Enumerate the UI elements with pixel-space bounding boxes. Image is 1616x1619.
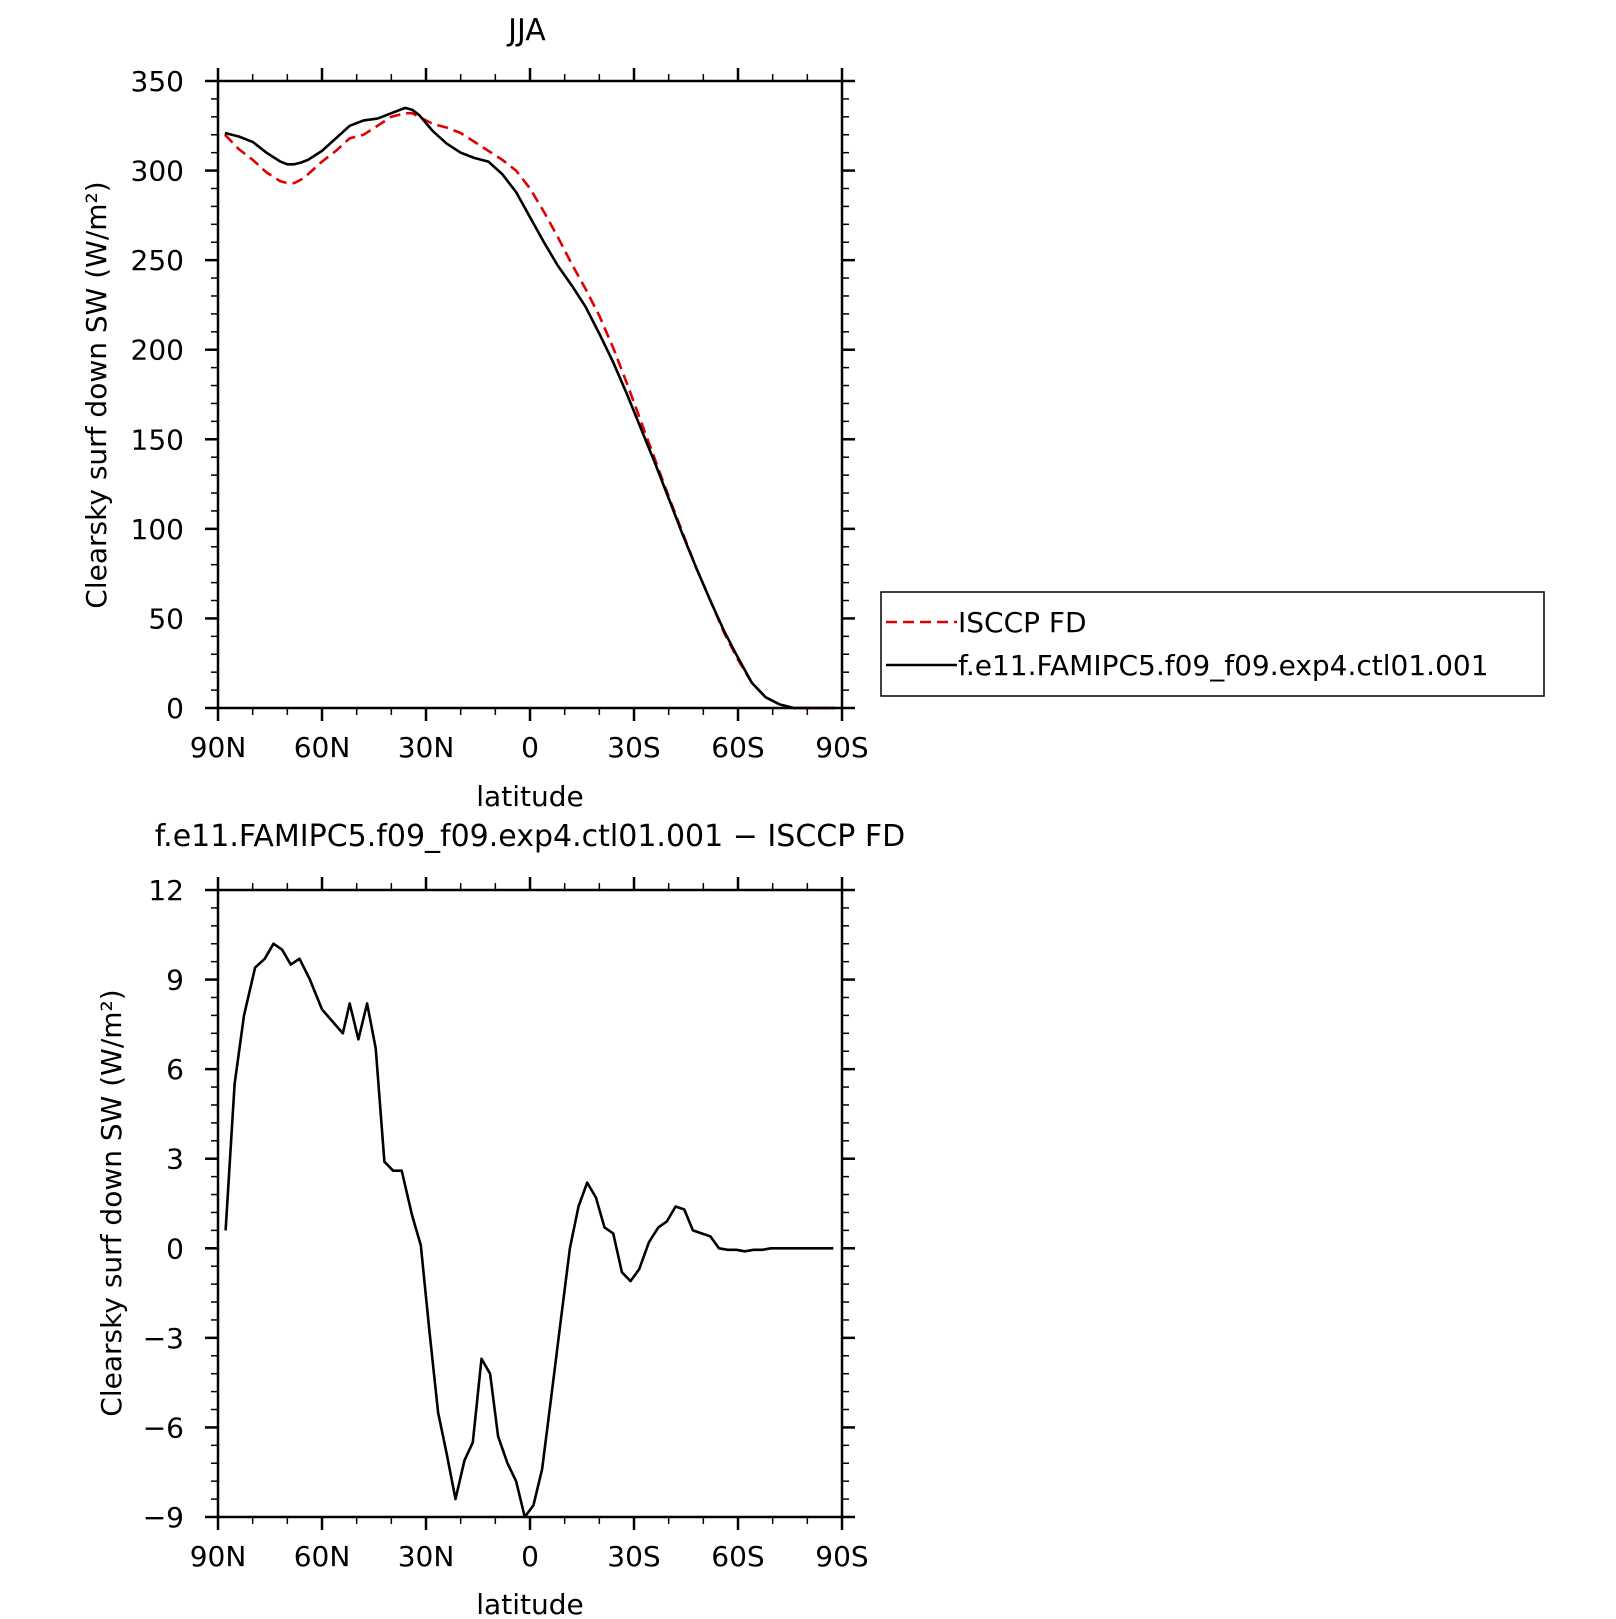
x-tick-label: 90N xyxy=(190,1540,247,1573)
top-y-tick-labels: 0 50 100 150 200 250 300 350 xyxy=(131,65,184,725)
y-tick-label: −3 xyxy=(143,1322,184,1355)
bottom-x-axis-label: latitude xyxy=(476,1588,583,1619)
x-tick-label: 60S xyxy=(711,1540,764,1573)
top-title: JJA xyxy=(506,13,546,48)
x-tick-label: 90N xyxy=(190,731,247,764)
bottom-ticks xyxy=(205,877,855,1530)
x-tick-label: 30S xyxy=(607,731,660,764)
x-tick-label: 60N xyxy=(294,1540,351,1573)
top-ticks xyxy=(205,68,855,721)
top-x-axis-label: latitude xyxy=(476,780,583,813)
x-tick-label: 60S xyxy=(711,731,764,764)
bottom-title: f.e11.FAMIPC5.f09_f09.exp4.ctl01.001 − I… xyxy=(155,819,905,854)
y-tick-label: 200 xyxy=(131,334,184,367)
legend-box xyxy=(880,591,1545,697)
y-tick-label: 100 xyxy=(131,513,184,546)
x-tick-label: 30N xyxy=(398,731,455,764)
top-series xyxy=(223,106,836,710)
y-tick-label: 150 xyxy=(131,423,184,456)
y-tick-label: 50 xyxy=(148,602,184,635)
x-tick-label: 90S xyxy=(815,1540,868,1573)
top-panel: JJA 0 50 100 150 200 250 300 350 90N 60N 30N 0 30S 6… xyxy=(80,13,1545,813)
bottom-y-tick-labels: −9 −6 −3 0 3 6 9 12 xyxy=(143,874,184,1534)
y-tick-label: 9 xyxy=(166,964,184,997)
y-tick-label: −9 xyxy=(143,1501,184,1534)
y-tick-label: 12 xyxy=(148,874,184,907)
x-tick-label: 0 xyxy=(521,1540,539,1573)
top-legend: ISCCP FD f.e11.FAMIPC5.f09_f09.exp4.ctl0… xyxy=(880,591,1545,697)
y-tick-label: 3 xyxy=(166,1143,184,1176)
y-tick-label: 300 xyxy=(131,155,184,188)
top-plot-frame xyxy=(216,79,844,710)
y-tick-label: 0 xyxy=(166,692,184,725)
bottom-panel: f.e11.FAMIPC5.f09_f09.exp4.ctl01.001 − I… xyxy=(95,819,905,1619)
x-tick-label: 30N xyxy=(398,1540,455,1573)
top-x-tick-labels: 90N 60N 30N 0 30S 60S 90S xyxy=(190,731,869,764)
y-tick-label: −6 xyxy=(143,1411,184,1444)
legend-label-isccp: ISCCP FD xyxy=(958,606,1087,639)
x-tick-label: 60N xyxy=(294,731,351,764)
series-line-1 xyxy=(224,106,836,710)
x-tick-label: 90S xyxy=(815,731,868,764)
y-tick-label: 350 xyxy=(131,65,184,98)
bottom-series xyxy=(224,942,834,1519)
y-tick-label: 0 xyxy=(166,1232,184,1265)
legend-label-model: f.e11.FAMIPC5.f09_f09.exp4.ctl01.001 xyxy=(958,649,1489,682)
top-y-axis-label: Clearsky surf down SW (W/m²) xyxy=(80,181,113,608)
bottom-y-axis-label: Clearsky surf down SW (W/m²) xyxy=(95,989,128,1416)
y-tick-label: 250 xyxy=(131,244,184,277)
x-tick-label: 0 xyxy=(521,731,539,764)
x-tick-label: 30S xyxy=(607,1540,660,1573)
y-tick-label: 6 xyxy=(166,1053,184,1086)
series-line-0 xyxy=(223,111,836,710)
series-line-0 xyxy=(224,942,834,1519)
bottom-x-tick-labels: 90N 60N 30N 0 30S 60S 90S xyxy=(190,1540,869,1573)
